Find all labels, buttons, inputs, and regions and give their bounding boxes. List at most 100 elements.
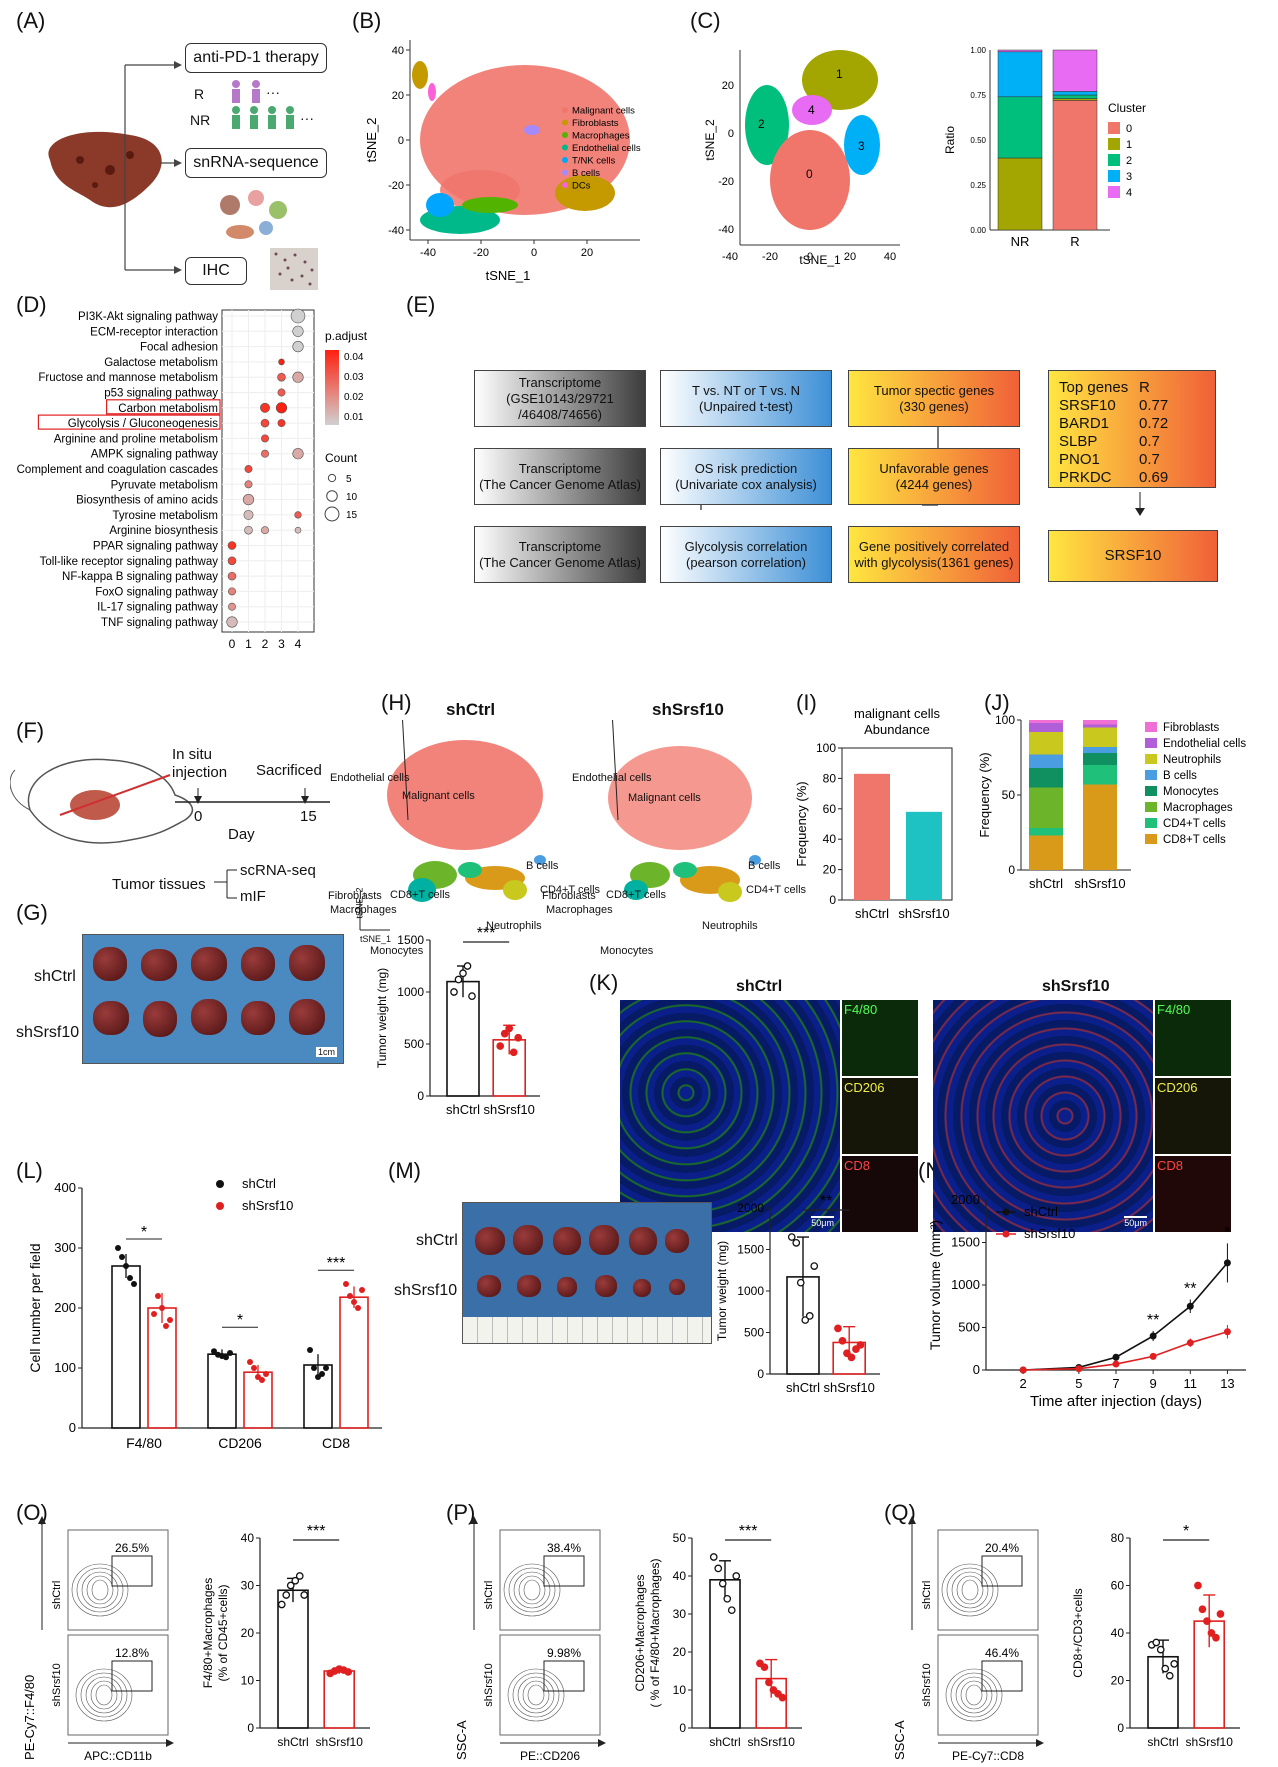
l-point: [119, 1254, 125, 1260]
data-point: [300, 1591, 309, 1599]
c-bar-xcat: NR: [1011, 234, 1030, 249]
flow-plot: [499, 1529, 601, 1631]
d-point: [260, 418, 270, 428]
d-point: [228, 602, 236, 611]
label-k: (K): [589, 970, 619, 995]
j-bar-segment: [1083, 765, 1117, 785]
l-ytick: 400: [54, 1180, 76, 1195]
j-legend-label: Macrophages: [1163, 802, 1233, 814]
d-legend-value: 0.01: [344, 412, 364, 423]
data-point: [505, 1024, 514, 1033]
k-left-title: shCtrl: [736, 978, 783, 995]
b-xtick: 0: [531, 247, 537, 259]
b-legend-label: Endothelial cells: [572, 143, 641, 154]
d-row-label: ECM-receptor interaction: [90, 326, 218, 338]
b-legend-label: B cells: [572, 168, 600, 179]
c-bar-segment: [1052, 94, 1098, 99]
d-point: [228, 587, 236, 596]
b-legend-label: Fibroblasts: [572, 118, 619, 129]
data-point: [810, 1262, 819, 1270]
cluster-label-4: 4: [808, 103, 815, 117]
j-bar-segment: [1083, 720, 1117, 725]
l-point: [359, 1287, 365, 1293]
label-a: (A): [16, 8, 46, 33]
ytick-label: 2000: [737, 1201, 764, 1215]
c-legend-swatch: [1108, 138, 1120, 150]
e-r2c2: OS risk prediction (Univariate cox analy…: [660, 448, 832, 505]
k-right-f480: F4/80: [1155, 1000, 1231, 1076]
ytick-label: 30: [673, 1607, 687, 1621]
j-xcat: shCtrl: [1029, 876, 1063, 891]
l-point: [263, 1371, 269, 1377]
e-r1c1: Transcriptome (GSE10143/29721 /46408/746…: [474, 370, 646, 427]
top-genes-header: Top genes: [1059, 379, 1129, 396]
data-point: [843, 1349, 851, 1358]
j-bar-segment: [1083, 724, 1117, 728]
h-right-label: Malignant cells: [628, 792, 701, 804]
d-row-label: p53 signaling pathway: [104, 388, 218, 400]
data-point: [291, 1576, 300, 1585]
data-point: [714, 1564, 723, 1573]
d-xtick: 0: [229, 637, 236, 651]
snrna-box: snRNA-sequence: [185, 148, 327, 178]
ytick-label: 0: [679, 1721, 686, 1735]
b-legend-label: Macrophages: [572, 131, 630, 142]
c-ylabel: tSNE_2: [703, 119, 717, 161]
n-ytick: 1000: [951, 1277, 980, 1292]
l-bar-chart: 400 300 200 100 0 Cell number per field F4/80 *…: [27, 1176, 382, 1451]
d-count-circle: [326, 490, 338, 502]
c-xtick: -40: [722, 251, 738, 263]
bar: [323, 1670, 355, 1729]
label-b: (B): [352, 8, 382, 33]
data-point: [1152, 1638, 1161, 1647]
d-point: [227, 541, 237, 550]
l-point: [351, 1299, 357, 1305]
e-r1c2: T vs. NT or T vs. N (Unpaired t-test): [660, 370, 832, 427]
l-bar: [207, 1353, 237, 1429]
d-point: [244, 525, 253, 535]
flow-plot: [499, 1634, 601, 1736]
xcat-label: shSrsf10: [316, 1735, 364, 1749]
ihc-box: IHC: [185, 257, 247, 285]
top-gene-r: 0.7: [1139, 451, 1160, 468]
panelP-figure: SSC-AshCtrlshSrsf1038.4%9.98%PE::CD20650…: [454, 1516, 802, 1763]
data-point: [459, 969, 467, 978]
top-gene-name: PRKDC: [1059, 469, 1112, 486]
data-point: [1203, 1617, 1211, 1625]
n-point: [1149, 1332, 1157, 1340]
c-legend-swatch: [1108, 154, 1120, 166]
j-legend-swatch: [1145, 802, 1157, 812]
b-legend-swatch: [562, 182, 568, 188]
ytick-label: 1500: [397, 933, 424, 947]
c-xtick: 40: [884, 251, 896, 263]
b-legend-swatch: [562, 144, 568, 151]
h-right-label: Neutrophils: [702, 920, 758, 932]
j-bar-segment: [1029, 787, 1063, 828]
data-point: [838, 1336, 847, 1345]
k-right-cd8: CD8: [1155, 1156, 1231, 1232]
j-legend-swatch: [1145, 834, 1157, 844]
d-count-value: 15: [346, 510, 358, 521]
data-point: [496, 1042, 505, 1050]
top-gene-name: SRSF10: [1059, 397, 1116, 414]
j-legend-label: CD8+T cells: [1163, 834, 1226, 846]
data-point: [463, 962, 472, 970]
d-point: [243, 509, 254, 520]
j-legend-label: Monocytes: [1163, 786, 1219, 798]
panel-a-diagram: [48, 61, 318, 290]
d-point: [277, 372, 286, 382]
flow-row-label: shCtrl: [483, 1581, 495, 1610]
significance: ***: [739, 1523, 758, 1540]
j-bar-segment: [1083, 747, 1117, 753]
g-shctrl-label: shCtrl: [34, 968, 76, 985]
xcat-label: shCtrl: [277, 1735, 308, 1749]
flow-percentage: 38.4%: [547, 1541, 581, 1555]
data-point: [282, 1591, 291, 1599]
l-point: [131, 1281, 137, 1287]
e-r3c3: Gene positively correlated with glycolys…: [848, 526, 1020, 583]
data-point: [796, 1278, 805, 1287]
i-xcat: shSrsf10: [898, 906, 949, 921]
g-bar-chart: 1500 1000 500 0 Tumor weight (mg) shCtrl shSrs…: [375, 925, 540, 1117]
n-xtick: 11: [1184, 1376, 1198, 1391]
top-gene-name: PNO1: [1059, 451, 1100, 468]
